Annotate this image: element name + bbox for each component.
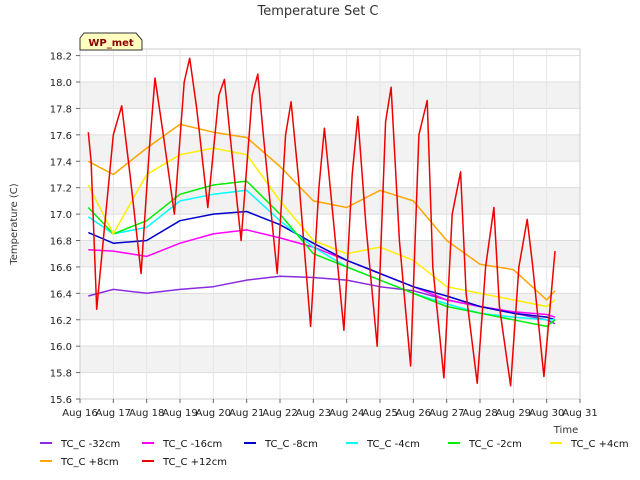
y-tick-label: 18.0 xyxy=(50,78,72,89)
x-tick-label: Aug 16 xyxy=(62,408,97,419)
x-tick-label: Aug 23 xyxy=(296,408,331,419)
x-tick-label: Aug 25 xyxy=(362,408,397,419)
y-tick-label: 18.2 xyxy=(50,52,72,63)
legend-item-tc-c-4cm: TC_C -4cm xyxy=(346,439,420,450)
x-tick-label: Aug 19 xyxy=(162,408,197,419)
x-axis-label: Time xyxy=(553,425,578,436)
x-tick-label: Aug 28 xyxy=(462,408,497,419)
badge-box xyxy=(79,32,143,51)
y-tick-label: 15.8 xyxy=(50,369,72,380)
series-line-tc-c-4cm xyxy=(87,147,556,308)
grid-band xyxy=(80,82,580,109)
y-tick-label: 16.8 xyxy=(50,237,72,248)
x-tick-label: Aug 31 xyxy=(562,408,597,419)
legend-item-tc-c-8cm: TC_C +8cm xyxy=(40,457,119,468)
x-tick-label: Aug 24 xyxy=(329,408,364,419)
x-tick-label: Aug 30 xyxy=(529,408,564,419)
y-tick-label: 17.4 xyxy=(50,157,72,168)
badge-label: WP_met xyxy=(88,38,134,49)
legend-label: TC_C +8cm xyxy=(60,457,119,468)
chart-title: Temperature Set C xyxy=(256,4,378,19)
y-tick-label: 16.6 xyxy=(50,263,72,274)
series-line-tc-c-8cm xyxy=(88,210,556,321)
y-tick-label: 17.8 xyxy=(50,104,72,115)
legend-label: TC_C -32cm xyxy=(60,439,120,450)
y-tick-label: 17.2 xyxy=(50,184,72,195)
legend-label: TC_C -16cm xyxy=(162,439,222,450)
legend-item-tc-c-16cm: TC_C -16cm xyxy=(142,439,222,450)
legend-label: TC_C -2cm xyxy=(468,439,522,450)
y-tick-label: 17.0 xyxy=(50,210,72,221)
legend-label: TC_C +4cm xyxy=(570,439,629,450)
y-axis-label: Temperature (C) xyxy=(9,183,20,265)
legend-item-tc-c-4cm: TC_C +4cm xyxy=(550,439,629,450)
x-tick-label: Aug 27 xyxy=(429,408,464,419)
wp-met-badge: WP_met xyxy=(79,32,143,51)
plot-frame xyxy=(79,48,581,400)
series-line-tc-c-12cm xyxy=(87,57,556,387)
y-tick-label: 16.4 xyxy=(50,289,72,300)
grid-band xyxy=(80,134,580,162)
legend-item-tc-c-12cm: TC_C +12cm xyxy=(142,457,227,468)
x-tick-label: Aug 22 xyxy=(262,408,297,419)
y-tick-label: 16.2 xyxy=(50,316,72,327)
series-line-tc-c-4cm xyxy=(87,189,555,321)
legend-item-tc-c-8cm: TC_C -8cm xyxy=(244,439,318,450)
grid-band xyxy=(80,346,580,373)
x-tick-label: Aug 17 xyxy=(96,408,131,419)
legend-item-tc-c-2cm: TC_C -2cm xyxy=(448,439,522,450)
y-tick-label: 15.6 xyxy=(50,395,72,406)
x-tick-label: Aug 26 xyxy=(396,408,431,419)
series-lines xyxy=(87,57,556,387)
y-axis: 15.6 15.8 16.0 16.2 16.4 16.6 16.8 17.0 17.2 17.4… xyxy=(50,52,80,406)
y-tick-label: 16.0 xyxy=(50,342,72,353)
legend-label: TC_C -4cm xyxy=(366,439,420,450)
legend-label: TC_C -8cm xyxy=(264,439,318,450)
legend-label: TC_C +12cm xyxy=(162,457,227,468)
x-tick-label: Aug 20 xyxy=(196,408,231,419)
series-line-tc-c-2cm xyxy=(87,180,556,328)
x-tick-label: Aug 29 xyxy=(496,408,531,419)
legend: TC_C -32cm TC_C -16cm TC_C -8cm TC_C -4cm TC… xyxy=(40,439,629,468)
x-tick-label: Aug 18 xyxy=(129,408,164,419)
x-tick-label: Aug 21 xyxy=(229,408,264,419)
y-tick-label: 17.6 xyxy=(50,131,72,142)
legend-item-tc-c-32cm: TC_C -32cm xyxy=(40,439,120,450)
